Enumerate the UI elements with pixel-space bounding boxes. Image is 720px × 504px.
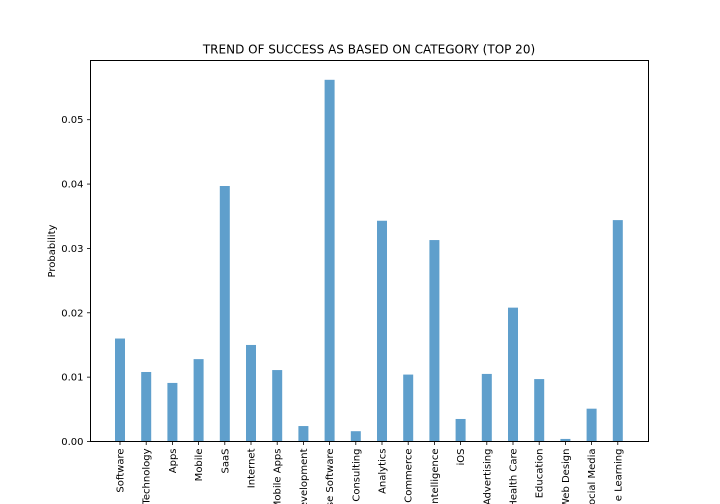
x-tick-label: Advertising xyxy=(482,449,493,504)
x-tick-label: evelopment xyxy=(299,448,310,504)
x-tick-label: Education xyxy=(535,449,546,499)
bar xyxy=(508,307,518,442)
x-tick-label: Apps xyxy=(168,449,179,474)
x-tick-label: ntelligence xyxy=(430,449,441,504)
y-axis: 0.00 0.01 0.02 0.03 0.04 0.05 xyxy=(61,115,91,448)
chart-title: TREND OF SUCCESS AS BASED ON CATEGORY (T… xyxy=(202,43,535,57)
x-tick-label: Commerce xyxy=(404,449,415,503)
bar xyxy=(586,408,597,442)
bar xyxy=(534,379,545,442)
bar xyxy=(298,426,309,442)
x-tick-label: e Learning xyxy=(613,449,624,502)
y-tick-label: 0.01 xyxy=(61,373,83,384)
x-tick-label: se Software xyxy=(325,449,336,504)
bar xyxy=(141,371,152,442)
bar xyxy=(377,220,387,442)
bars-layer xyxy=(115,79,623,442)
x-tick-label: Web Design xyxy=(561,449,572,504)
bar xyxy=(246,344,256,442)
x-tick-label: ocial Media xyxy=(587,449,598,504)
x-tick-label: SaaS xyxy=(220,449,231,474)
x-tick-label: Health Care xyxy=(509,449,520,504)
y-tick-label: 0.02 xyxy=(61,308,83,319)
x-tick-label: Software xyxy=(116,449,127,493)
x-axis: Software Technology Apps Mobile SaaS Internet… xyxy=(116,441,624,504)
y-tick-label: 0.04 xyxy=(61,180,83,191)
bar xyxy=(115,338,125,442)
bar xyxy=(272,370,283,442)
x-tick-label: Mobile xyxy=(194,449,205,482)
bar xyxy=(429,240,440,442)
bar xyxy=(612,220,623,442)
bar xyxy=(193,359,204,442)
x-tick-label: Mobile Apps xyxy=(273,449,284,504)
bar xyxy=(403,374,414,442)
y-tick-label: 0.03 xyxy=(61,244,83,255)
bar xyxy=(219,186,230,442)
bar xyxy=(455,418,466,442)
plot-frame xyxy=(90,60,649,442)
x-tick-label: Internet xyxy=(247,448,258,488)
y-tick-label: 0.05 xyxy=(61,115,83,126)
y-tick-label: 0.00 xyxy=(61,437,83,448)
x-tick-label: Technology xyxy=(142,448,153,504)
x-tick-label: Consulting xyxy=(351,449,362,502)
y-axis-label: Probability xyxy=(47,224,58,277)
bar xyxy=(167,382,178,442)
bar xyxy=(324,79,335,442)
x-tick-label: Analytics xyxy=(378,449,389,494)
bar xyxy=(481,373,492,442)
bar xyxy=(350,431,361,442)
x-tick-label: iOS xyxy=(456,449,467,466)
bar xyxy=(560,438,571,442)
